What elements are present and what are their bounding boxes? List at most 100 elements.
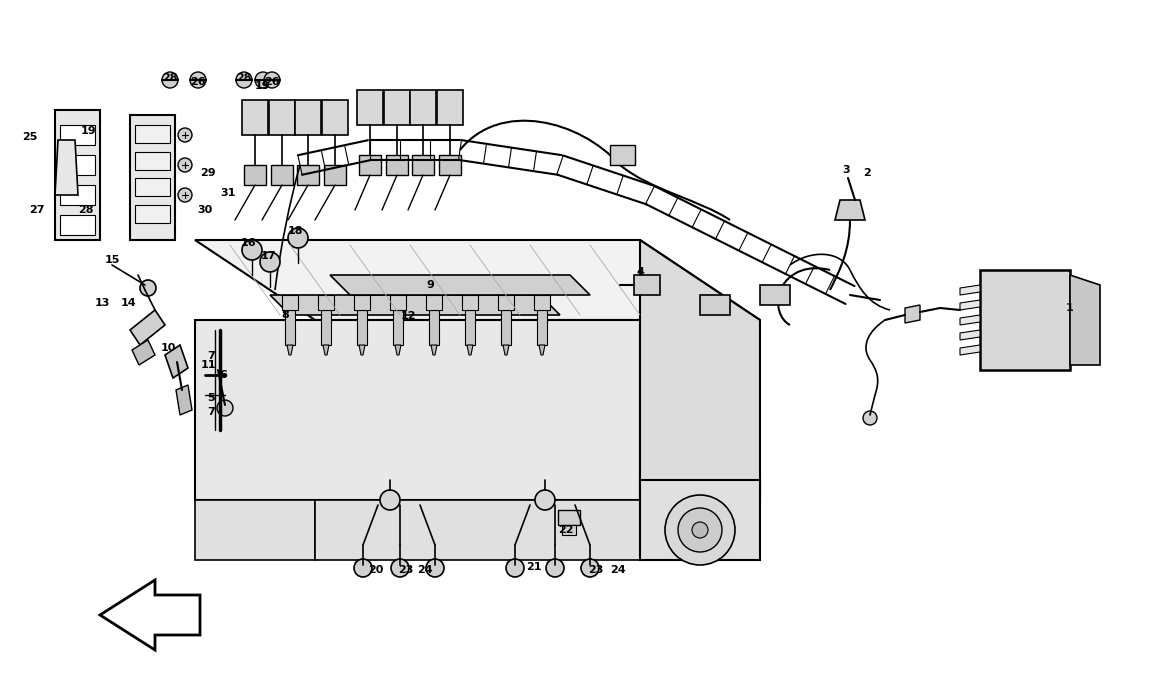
Text: 26: 26 — [190, 77, 206, 87]
Text: 5: 5 — [207, 393, 215, 403]
Polygon shape — [429, 310, 439, 345]
Polygon shape — [980, 270, 1070, 370]
Text: 15: 15 — [105, 255, 120, 265]
Polygon shape — [55, 110, 100, 240]
Circle shape — [581, 559, 599, 577]
Polygon shape — [100, 580, 200, 650]
Polygon shape — [356, 90, 383, 125]
Text: 3: 3 — [842, 165, 850, 175]
Polygon shape — [467, 345, 473, 355]
Polygon shape — [437, 90, 463, 125]
Circle shape — [678, 508, 722, 552]
Polygon shape — [960, 345, 980, 355]
Polygon shape — [60, 185, 95, 205]
Polygon shape — [321, 310, 331, 345]
Text: 21: 21 — [527, 562, 542, 572]
Polygon shape — [394, 345, 401, 355]
Polygon shape — [297, 165, 319, 185]
Text: 24: 24 — [417, 565, 432, 575]
Text: 6: 6 — [218, 370, 227, 380]
Text: 31: 31 — [221, 188, 236, 198]
Text: 10: 10 — [160, 343, 176, 353]
Polygon shape — [537, 310, 547, 345]
Text: 25: 25 — [22, 132, 38, 142]
Polygon shape — [135, 152, 170, 170]
Polygon shape — [55, 140, 78, 195]
Text: 8: 8 — [281, 310, 289, 320]
Polygon shape — [498, 295, 514, 310]
Polygon shape — [503, 345, 509, 355]
Text: 20: 20 — [368, 565, 384, 575]
Polygon shape — [135, 205, 170, 223]
Polygon shape — [196, 500, 315, 560]
Circle shape — [260, 252, 279, 272]
Text: 29: 29 — [200, 168, 216, 178]
Text: 28: 28 — [162, 73, 178, 83]
Text: 17: 17 — [260, 251, 276, 261]
Polygon shape — [359, 345, 365, 355]
Circle shape — [255, 72, 271, 88]
Circle shape — [692, 522, 708, 538]
Polygon shape — [130, 115, 175, 240]
Polygon shape — [322, 100, 348, 135]
Polygon shape — [501, 310, 511, 345]
Circle shape — [391, 559, 409, 577]
Polygon shape — [135, 178, 170, 196]
Polygon shape — [196, 320, 641, 500]
Polygon shape — [324, 165, 346, 185]
Text: 4: 4 — [636, 267, 644, 277]
Circle shape — [178, 128, 192, 142]
Polygon shape — [760, 285, 790, 305]
Text: 28: 28 — [78, 205, 94, 215]
Polygon shape — [242, 100, 268, 135]
Polygon shape — [282, 295, 298, 310]
Polygon shape — [610, 145, 635, 165]
Polygon shape — [269, 100, 296, 135]
Text: 7: 7 — [207, 351, 215, 361]
Text: 18: 18 — [288, 226, 302, 236]
Polygon shape — [270, 295, 560, 315]
Text: 22: 22 — [558, 525, 574, 535]
Polygon shape — [285, 310, 296, 345]
Polygon shape — [462, 295, 478, 310]
Circle shape — [535, 490, 555, 510]
Polygon shape — [296, 100, 321, 135]
Polygon shape — [196, 240, 760, 320]
Text: 9: 9 — [426, 280, 434, 290]
Polygon shape — [558, 510, 580, 525]
Text: 12: 12 — [400, 311, 416, 321]
Text: 1: 1 — [1066, 303, 1074, 313]
Polygon shape — [1070, 275, 1101, 365]
Circle shape — [665, 495, 735, 565]
Polygon shape — [960, 285, 980, 295]
Polygon shape — [384, 90, 411, 125]
Text: 11: 11 — [200, 360, 216, 370]
Text: 23: 23 — [398, 565, 414, 575]
Polygon shape — [288, 345, 293, 355]
Circle shape — [380, 490, 400, 510]
Circle shape — [162, 72, 178, 88]
Polygon shape — [634, 275, 660, 295]
Text: 24: 24 — [611, 565, 626, 575]
Circle shape — [236, 72, 252, 88]
Text: 2: 2 — [864, 168, 871, 178]
Polygon shape — [135, 125, 170, 143]
Polygon shape — [412, 155, 434, 175]
Text: 14: 14 — [121, 298, 136, 308]
Polygon shape — [354, 295, 370, 310]
Polygon shape — [905, 305, 920, 323]
Polygon shape — [465, 310, 475, 345]
Polygon shape — [60, 155, 95, 175]
Circle shape — [862, 411, 877, 425]
Polygon shape — [386, 155, 408, 175]
Polygon shape — [562, 525, 576, 535]
Circle shape — [546, 559, 564, 577]
Text: 26: 26 — [264, 77, 279, 87]
Polygon shape — [176, 385, 192, 415]
Text: 27: 27 — [29, 205, 45, 215]
Polygon shape — [835, 200, 865, 220]
Polygon shape — [700, 295, 730, 315]
Polygon shape — [960, 300, 980, 310]
Polygon shape — [60, 125, 95, 145]
Polygon shape — [356, 310, 367, 345]
